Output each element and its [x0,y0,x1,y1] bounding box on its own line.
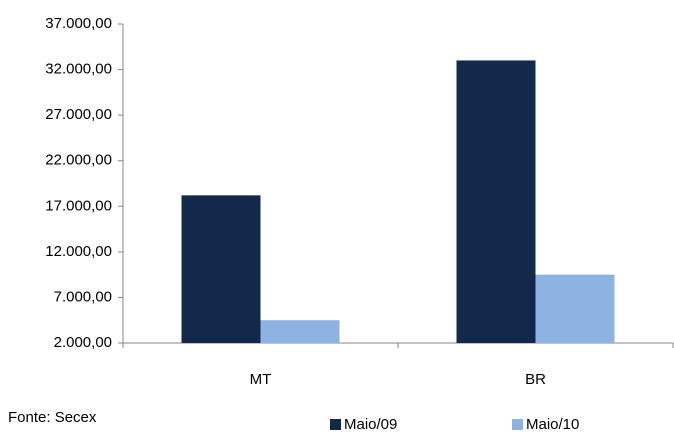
x-tick-label: MT [250,371,272,388]
bar [260,320,340,343]
y-tick-label: 22.000,00 [45,152,112,169]
y-tick-label: 2.000,00 [54,334,112,351]
y-tick-label: 32.000,00 [45,61,112,78]
x-tick-label: BR [525,371,546,388]
y-tick-label: 37.000,00 [45,15,112,32]
legend-label: Maio/09 [344,416,397,432]
legend-swatch [512,419,523,430]
y-tick-label: 12.000,00 [45,243,112,260]
bar [456,60,536,343]
y-tick-label: 17.000,00 [45,197,112,214]
bar [181,195,261,343]
bar [535,274,615,343]
legend-swatch [330,419,341,430]
legend-label: Maio/10 [526,416,579,432]
source-note: Fonte: Secex [8,409,97,426]
y-tick-label: 7.000,00 [54,288,112,305]
y-tick-label: 27.000,00 [45,106,112,123]
